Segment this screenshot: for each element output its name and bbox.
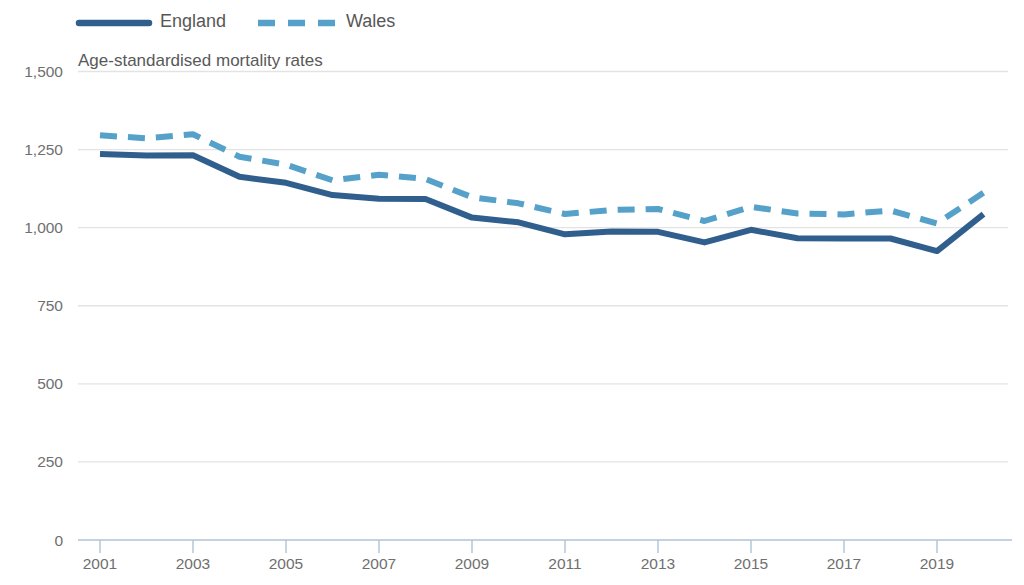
x-tick-label: 2019 [920,555,954,572]
england-series-line [100,154,984,251]
x-tick-label: 2011 [548,555,581,572]
x-tick-label: 2013 [641,555,675,572]
x-tick-label: 2001 [83,555,117,572]
x-tick-label: 2017 [827,555,861,572]
chart-canvas: 0 250 500 750 1,000 1,250 1,500 2001 2003 2005 200… [0,0,1024,585]
x-tick-label: 2015 [734,555,768,572]
mortality-rates-chart: England Wales Age-standardised mortality… [0,0,1024,585]
y-tick-label: 250 [37,453,63,470]
x-tick-label: 2005 [269,555,303,572]
x-tick-label: 2003 [176,555,210,572]
y-tick-label: 500 [37,375,63,392]
y-tick-label: 1,500 [24,63,63,80]
x-tick-label: 2007 [362,555,396,572]
y-tick-label: 1,250 [24,141,63,158]
y-tick-label: 0 [54,532,63,549]
y-tick-label: 750 [37,297,63,314]
x-tick-label: 2009 [455,555,489,572]
y-tick-label: 1,000 [24,219,63,236]
wales-series-line [100,134,984,223]
